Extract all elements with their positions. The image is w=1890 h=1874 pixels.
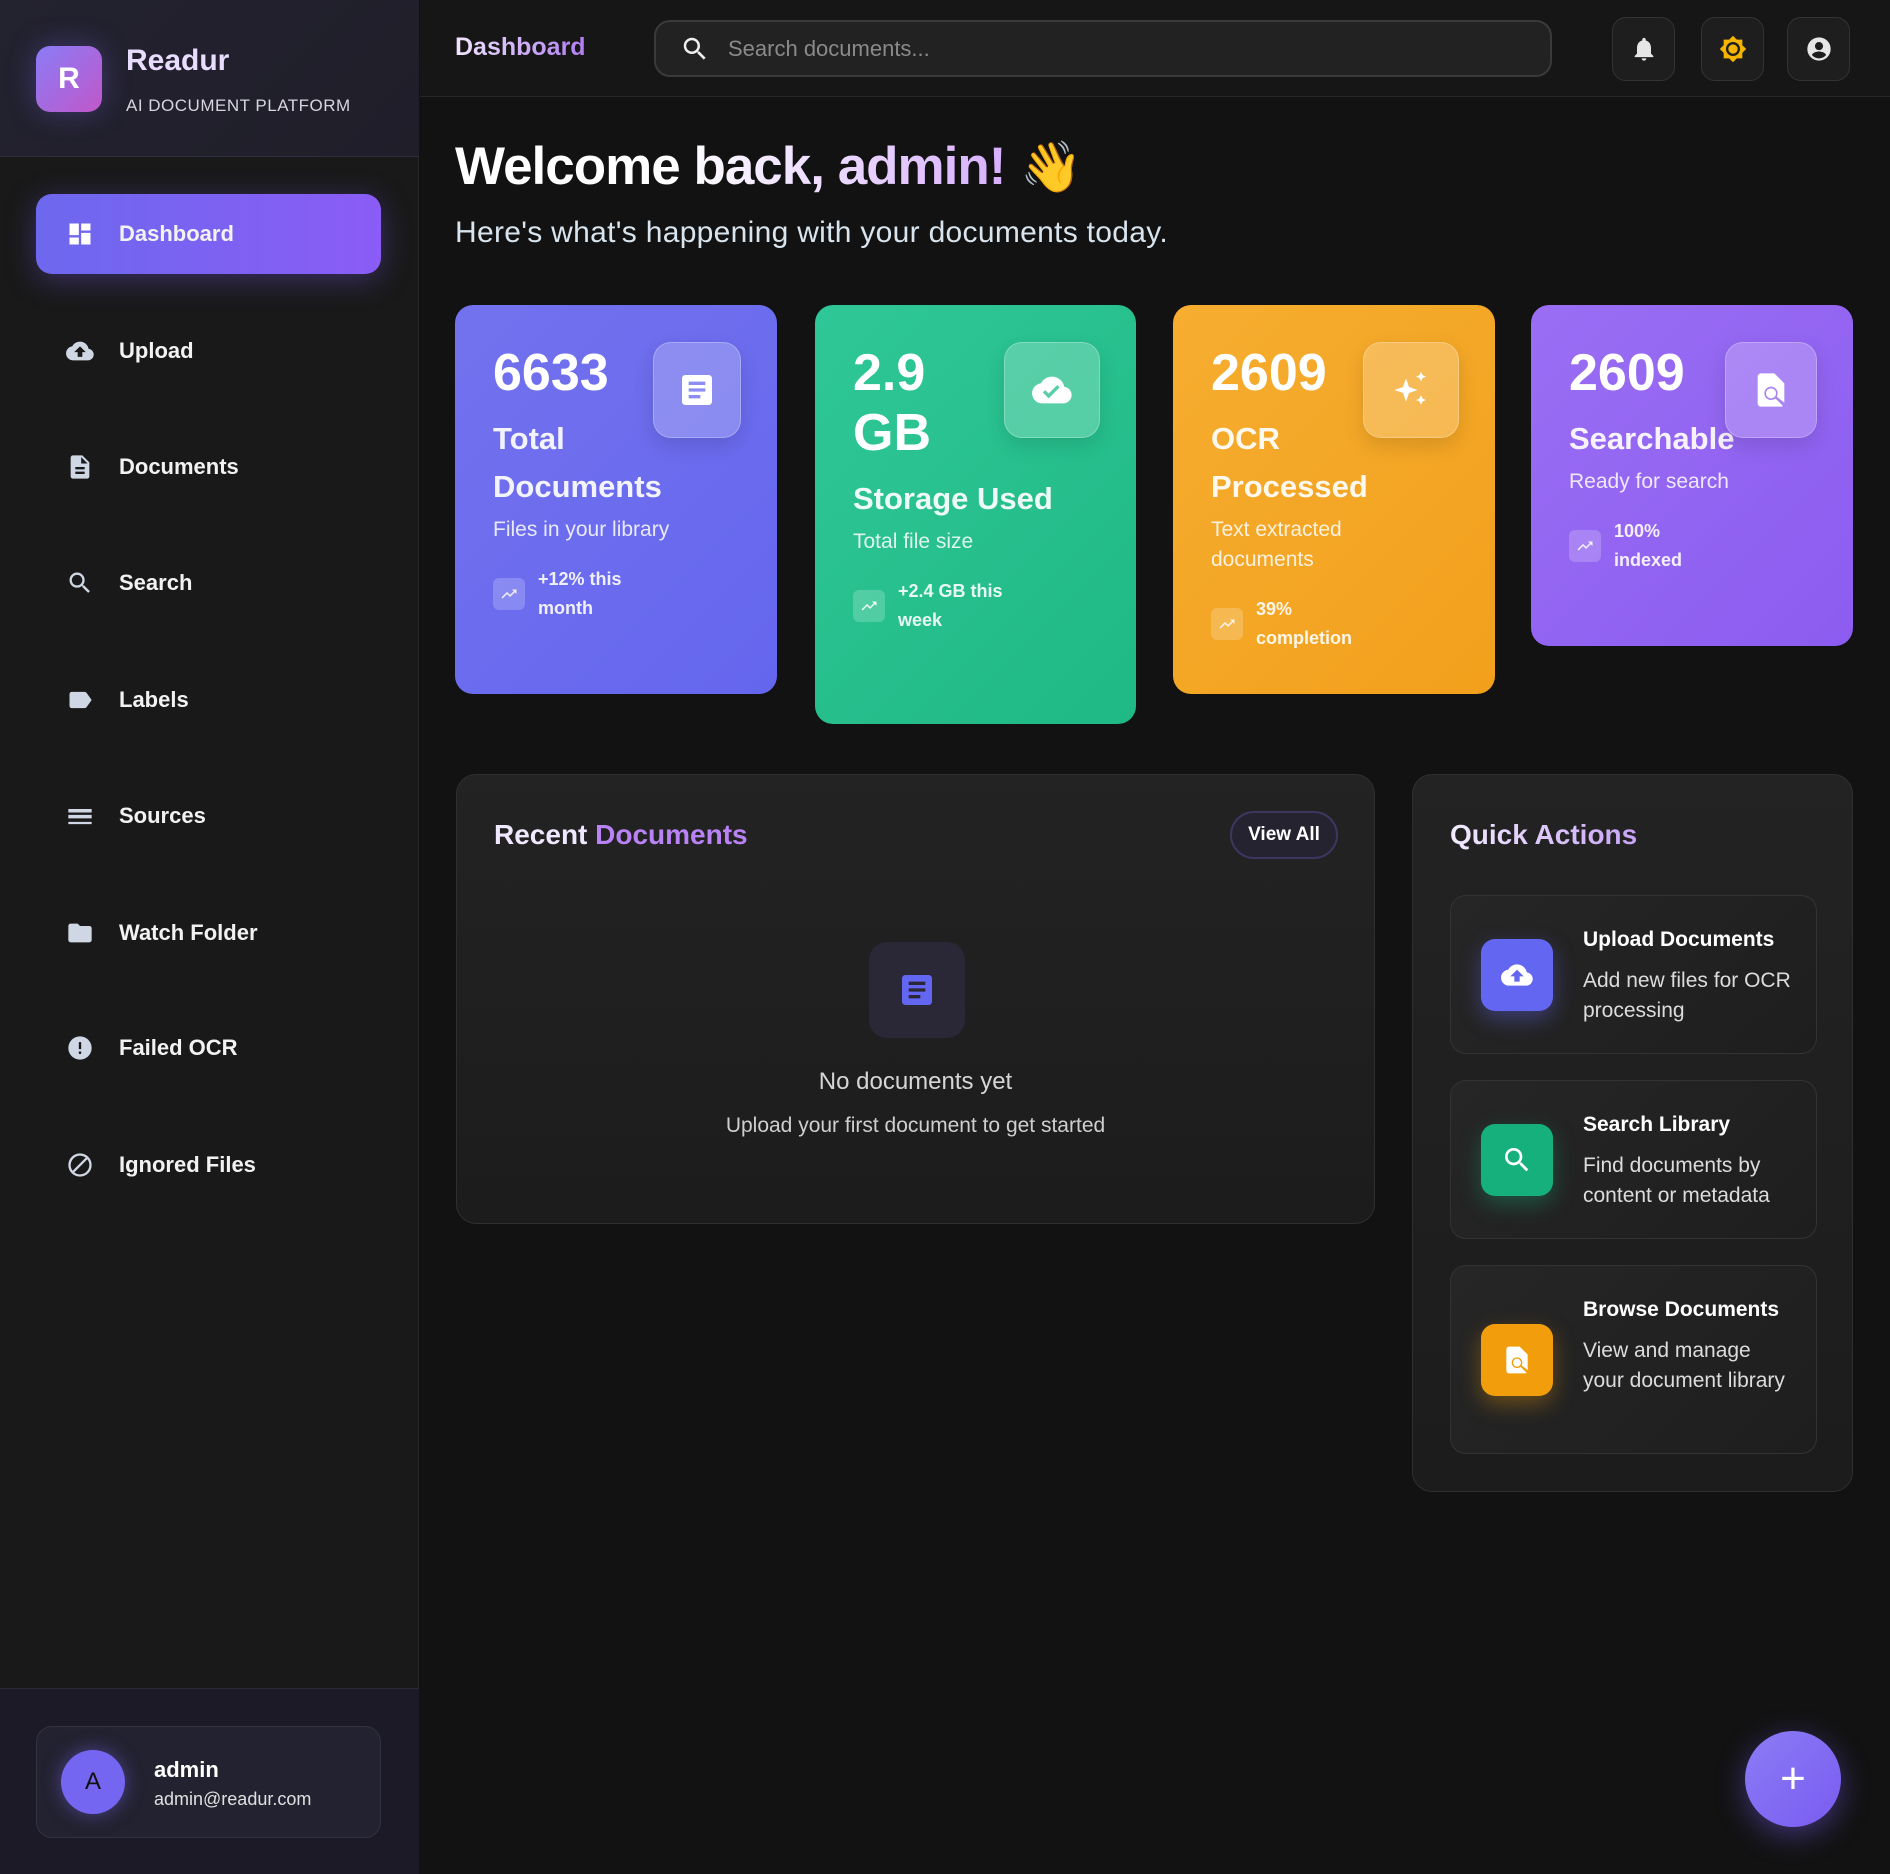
logo[interactable]: R	[36, 46, 102, 112]
welcome-title: Welcome back, admin!	[455, 137, 1006, 196]
user-profile-card[interactable]: A admin admin@readur.com	[36, 1726, 381, 1838]
sidebar-item-sources[interactable]: Sources	[36, 776, 381, 856]
trending-up-icon	[853, 590, 885, 622]
sidebar-item-upload[interactable]: Upload	[36, 311, 381, 391]
stat-value: 6633	[493, 344, 609, 402]
sidebar-item-label: Sources	[119, 803, 206, 828]
trending-up-icon	[1211, 608, 1243, 640]
quick-action-browse-documents[interactable]: Browse Documents View and manage your do…	[1450, 1265, 1817, 1454]
user-email: admin@readur.com	[154, 1789, 312, 1809]
cloud-done-icon	[1004, 342, 1100, 438]
find-in-page-icon	[1481, 1324, 1553, 1396]
user-name: admin	[154, 1757, 219, 1782]
waving-hand-icon: 👋	[1020, 139, 1083, 195]
stat-card-searchable[interactable]: 2609 Searchable Ready for search 100% in…	[1531, 305, 1853, 646]
sidebar-item-label: Search	[119, 570, 193, 595]
document-icon	[869, 942, 965, 1038]
trending-up-icon	[1569, 530, 1601, 562]
view-all-button[interactable]: View All	[1230, 811, 1338, 859]
search-input[interactable]	[728, 35, 1508, 62]
logo-letter: R	[58, 62, 80, 95]
quick-actions-panel: Quick Actions Upload Documents Add new f…	[1412, 774, 1853, 1492]
stat-card-storage-used[interactable]: 2.9 GB Storage Used Total file size +2.4…	[815, 305, 1136, 724]
sun-icon	[1719, 35, 1746, 63]
quick-actions-title: Quick Actions	[1450, 819, 1638, 850]
recent-documents-panel: Recent Documents View All No documents y…	[456, 774, 1375, 1224]
cloud-upload-icon	[1481, 939, 1553, 1011]
quick-action-upload-documents[interactable]: Upload Documents Add new files for OCR p…	[1450, 895, 1817, 1054]
stat-label: Searchable	[1569, 421, 1735, 456]
empty-state-subtitle: Upload your first document to get starte…	[725, 1114, 1106, 1137]
sidebar-item-failed-ocr[interactable]: Failed OCR	[36, 1008, 381, 1088]
theme-toggle-button[interactable]	[1701, 17, 1764, 81]
quick-action-search-library[interactable]: Search Library Find documents by content…	[1450, 1080, 1817, 1239]
quick-action-desc: Add new files for OCR processing	[1583, 969, 1791, 1022]
plus-icon: +	[1780, 1754, 1806, 1803]
stat-card-ocr-processed[interactable]: 2609 OCR Processed Text extracted docume…	[1173, 305, 1495, 694]
search-icon	[1481, 1124, 1553, 1196]
stat-sub: Files in your library	[493, 518, 670, 541]
document-icon	[653, 342, 741, 438]
sidebar-item-label: Watch Folder	[119, 920, 258, 945]
search-icon	[69, 572, 90, 593]
brand-tagline: AI DOCUMENT PLATFORM	[126, 96, 351, 115]
stat-sub: Total file size	[853, 530, 974, 553]
brand-name: Readur	[126, 44, 230, 77]
sparkle-icon	[1363, 342, 1459, 438]
stat-trend: 100% indexed	[1614, 521, 1683, 570]
cloud-upload-icon	[66, 341, 94, 361]
sidebar-item-label: Labels	[119, 687, 189, 712]
sidebar-item-label: Dashboard	[119, 221, 234, 246]
account-button[interactable]	[1787, 17, 1850, 81]
stat-sub: Ready for search	[1569, 470, 1729, 493]
block-icon	[68, 1153, 92, 1177]
quick-action-desc: Find documents by content or metadata	[1583, 1154, 1770, 1207]
stat-label: Total Documents	[493, 421, 662, 504]
sidebar-item-documents[interactable]: Documents	[36, 427, 381, 507]
sidebar-item-label: Upload	[119, 338, 194, 363]
trending-up-icon	[493, 578, 525, 610]
stat-label: OCR Processed	[1211, 421, 1368, 504]
sidebar-item-search[interactable]: Search	[36, 543, 381, 623]
search-box[interactable]	[654, 20, 1552, 77]
empty-state-title: No documents yet	[818, 1068, 1013, 1095]
sidebar-item-dashboard[interactable]: Dashboard	[36, 194, 381, 274]
sidebar-item-ignored-files[interactable]: Ignored Files	[36, 1125, 381, 1205]
stat-trend: 39% completion	[1256, 599, 1353, 648]
page-title: Dashboard	[455, 33, 586, 61]
sidebar-item-labels[interactable]: Labels	[36, 660, 381, 740]
quick-action-desc: View and manage your document library	[1583, 1339, 1785, 1392]
stat-value: 2.9 GB	[853, 344, 931, 462]
stat-value: 2609	[1211, 344, 1327, 402]
quick-action-title: Browse Documents	[1583, 1298, 1780, 1321]
stat-label: Storage Used	[853, 481, 1053, 516]
sidebar-item-watch-folder[interactable]: Watch Folder	[36, 893, 381, 973]
error-icon	[68, 1036, 92, 1060]
document-icon	[70, 455, 90, 479]
stat-card-total-documents[interactable]: 6633 Total Documents Files in your libra…	[455, 305, 777, 694]
list-icon	[68, 809, 92, 825]
find-in-page-icon	[1725, 342, 1817, 438]
bell-icon	[1634, 37, 1653, 61]
folder-icon	[68, 923, 92, 943]
add-fab-button[interactable]: +	[1745, 1731, 1841, 1827]
welcome-subtitle: Here's what's happening with your docume…	[455, 216, 1168, 249]
sidebar-item-label: Documents	[119, 454, 239, 479]
recent-documents-title: Recent Documents	[494, 819, 748, 850]
dashboard-icon	[69, 223, 91, 245]
stat-value: 2609	[1569, 344, 1685, 402]
account-circle-icon	[1806, 37, 1831, 61]
stat-trend: +2.4 GB this week	[898, 581, 1003, 630]
quick-action-title: Search Library	[1583, 1113, 1731, 1136]
label-icon	[69, 691, 92, 709]
avatar: A	[61, 1750, 125, 1814]
sidebar-item-label: Failed OCR	[119, 1035, 238, 1060]
sidebar-item-label: Ignored Files	[119, 1152, 256, 1177]
stat-trend: +12% this month	[538, 569, 622, 618]
stat-sub: Text extracted documents	[1211, 518, 1342, 571]
search-icon	[683, 37, 706, 60]
notifications-button[interactable]	[1612, 17, 1675, 81]
quick-action-title: Upload Documents	[1583, 928, 1775, 951]
